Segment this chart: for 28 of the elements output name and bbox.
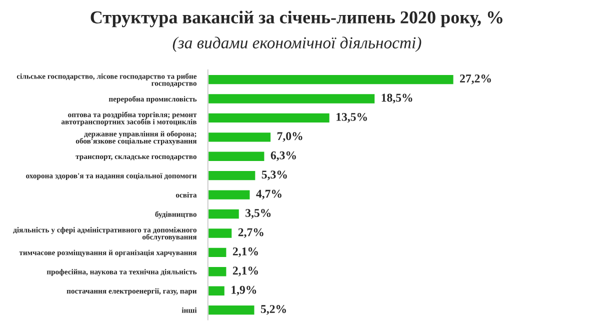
chart-subtitle: (за видами економічної діяльності) [172, 36, 422, 52]
bar [208, 227, 234, 240]
data-label: 4,7% [256, 190, 282, 200]
bar [208, 131, 272, 144]
data-label: 27,2% [460, 74, 491, 84]
data-label: 13,5% [336, 112, 367, 123]
bar [208, 304, 256, 316]
bar [208, 150, 266, 162]
bar [208, 170, 257, 182]
data-label: 5,3% [262, 170, 287, 180]
data-label: 5,2% [260, 305, 286, 315]
data-label: 7,0% [277, 132, 302, 142]
bar [208, 92, 376, 105]
data-label: 2,1% [232, 266, 258, 276]
bar [208, 74, 455, 86]
bar [208, 208, 240, 220]
data-label: 18,5% [382, 94, 412, 104]
bar [208, 284, 226, 297]
data-label: 6,3% [270, 151, 296, 162]
bar [208, 188, 252, 201]
data-label: 2,1% [232, 247, 258, 258]
chart-title: Структура вакансій за січень-липень 2020 року, % [90, 10, 502, 28]
data-label: 2,7% [238, 228, 264, 238]
bar [208, 266, 228, 278]
data-label: 3,5% [246, 209, 271, 219]
data-label: 1,9% [232, 286, 256, 296]
bar [208, 246, 228, 258]
bar [208, 112, 331, 124]
